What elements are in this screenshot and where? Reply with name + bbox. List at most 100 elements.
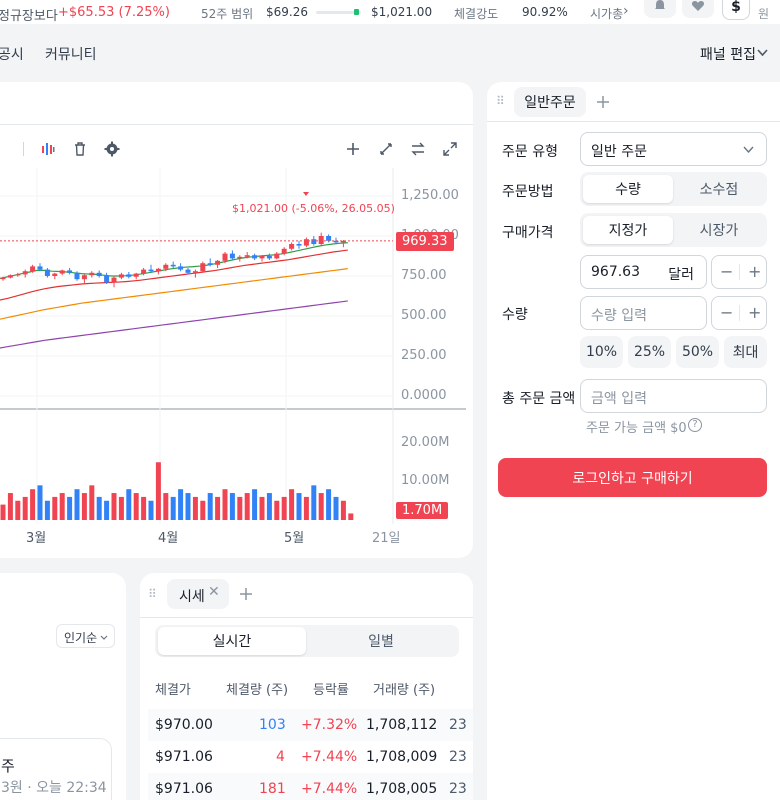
volume-bar: [37, 485, 43, 520]
candle-body: [318, 236, 324, 244]
login-buy-button[interactable]: 로그인하고 구매하기: [498, 458, 767, 497]
volume-bar: [155, 462, 161, 520]
order-type-label: 주문 유형: [502, 144, 558, 160]
candle-body: [22, 271, 28, 275]
volume-bar: [266, 493, 272, 520]
chevron-right-icon[interactable]: ›: [623, 3, 629, 19]
buy-price-label: 구매가격: [502, 225, 554, 241]
expand-icon[interactable]: [443, 142, 457, 156]
volume-bar: [118, 496, 124, 520]
plus-icon[interactable]: +: [748, 303, 762, 322]
strength-value: 90.92%: [522, 5, 568, 19]
minus-icon[interactable]: −: [720, 303, 734, 322]
plus-icon[interactable]: [346, 142, 360, 156]
row-price: $971.06: [155, 781, 213, 797]
price-option-limit[interactable]: 지정가: [583, 216, 673, 244]
percent-50-button[interactable]: 50%: [676, 336, 719, 368]
drag-handle-icon[interactable]: ⠿: [148, 587, 157, 601]
price-chart[interactable]: [0, 168, 473, 548]
draw-icon[interactable]: [379, 142, 393, 156]
seg-realtime[interactable]: 실시간: [158, 627, 306, 655]
drag-handle-icon[interactable]: ⠿: [496, 94, 505, 108]
add-tab-icon[interactable]: [597, 96, 609, 108]
ticker-compare-label: 정규장보다: [0, 9, 58, 24]
volume-bar: [59, 493, 65, 520]
row-price: $971.06: [155, 749, 213, 765]
ma-line-short: [0, 249, 348, 301]
volume-bar: [200, 500, 206, 520]
row-volume: 1,708,005: [366, 781, 438, 797]
total-amount-placeholder: 금액 입력: [591, 391, 647, 407]
volume-bar: [96, 496, 102, 520]
volume-bar: [215, 496, 221, 520]
price-option-market[interactable]: 시장가: [699, 223, 739, 239]
volume-bar: [52, 496, 58, 520]
percent-25-button[interactable]: 25%: [628, 336, 671, 368]
candle-body: [296, 244, 302, 246]
nav-item-community[interactable]: 커뮤니티: [45, 47, 97, 63]
trash-icon[interactable]: [73, 141, 87, 157]
panel-edit-button[interactable]: 패널 편집: [700, 47, 756, 63]
method-option-fractional[interactable]: 소수점: [699, 182, 739, 198]
candle-body: [59, 270, 65, 274]
help-icon[interactable]: ?: [688, 418, 702, 432]
minus-icon[interactable]: −: [720, 262, 734, 281]
bell-icon[interactable]: [644, 0, 676, 18]
volume-bar: [207, 493, 213, 520]
x-axis-label: 4월: [158, 531, 179, 546]
currency-won-button[interactable]: 원: [758, 7, 770, 21]
candle-body: [281, 248, 287, 254]
order-type-select[interactable]: 일반 주문: [580, 132, 767, 166]
add-tab-icon[interactable]: [240, 588, 252, 600]
candle-body: [52, 273, 58, 276]
candle-icon[interactable]: [41, 141, 55, 157]
total-amount-input[interactable]: 금액 입력: [580, 379, 767, 413]
candle-body: [222, 253, 228, 261]
heart-icon[interactable]: [682, 0, 714, 18]
volume-bar: [303, 496, 309, 520]
news-card[interactable]: 주 3원 · 오늘 22:34: [0, 738, 112, 800]
method-option-quantity[interactable]: 수량: [583, 175, 673, 203]
candle-body: [244, 255, 250, 257]
ticker-change: +$65.53 (7.25%): [58, 5, 170, 20]
percent-10-button[interactable]: 10%: [580, 336, 623, 368]
tab-general-order[interactable]: 일반주문: [514, 87, 586, 117]
nav-item-disclosure[interactable]: 공시: [0, 47, 24, 63]
candle-body: [229, 253, 235, 259]
chevron-down-icon: [743, 146, 754, 153]
volume-bar: [15, 500, 21, 520]
market-cap-label: 시가총: [590, 7, 624, 21]
quantity-input[interactable]: 수량 입력: [580, 296, 707, 330]
volume-bar: [348, 513, 354, 520]
news-card-meta: 3원 · 오늘 22:34: [1, 780, 107, 796]
seg-daily[interactable]: 일별: [368, 634, 394, 650]
percent-max-button[interactable]: 최대: [724, 336, 767, 368]
sort-dropdown[interactable]: 인기순: [56, 624, 115, 648]
swap-icon[interactable]: [411, 142, 425, 156]
settings-icon[interactable]: [104, 141, 120, 157]
volume-bar: [222, 489, 228, 520]
x-axis-label: 21일: [372, 531, 401, 546]
volume-bar: [30, 489, 36, 520]
volume-axis-label: 10.00M: [401, 473, 450, 488]
candle-body: [185, 269, 191, 273]
price-input[interactable]: 967.63 달러: [580, 255, 707, 289]
row-volume: 1,708,009: [366, 749, 438, 765]
current-volume-tag: 1.70M: [396, 502, 449, 519]
currency-dollar-button[interactable]: $: [722, 0, 750, 20]
candle-body: [163, 264, 169, 269]
price-value: 967.63: [591, 264, 640, 280]
quotes-panel: [140, 573, 473, 800]
volume-bar: [185, 493, 191, 520]
close-icon[interactable]: ✕: [208, 584, 220, 600]
candle-body: [133, 273, 139, 277]
plus-icon[interactable]: +: [748, 262, 762, 281]
price-axis-label: 0.0000: [401, 388, 447, 403]
col-header-qty: 체결량 (주): [226, 683, 289, 698]
tab-quotes[interactable]: 시세 ✕: [167, 579, 229, 609]
volume-bar: [89, 485, 95, 520]
row-rate: +7.44%: [301, 749, 358, 765]
volume-bar: [141, 496, 147, 520]
price-unit: 달러: [668, 267, 694, 283]
candle-body: [89, 272, 95, 276]
